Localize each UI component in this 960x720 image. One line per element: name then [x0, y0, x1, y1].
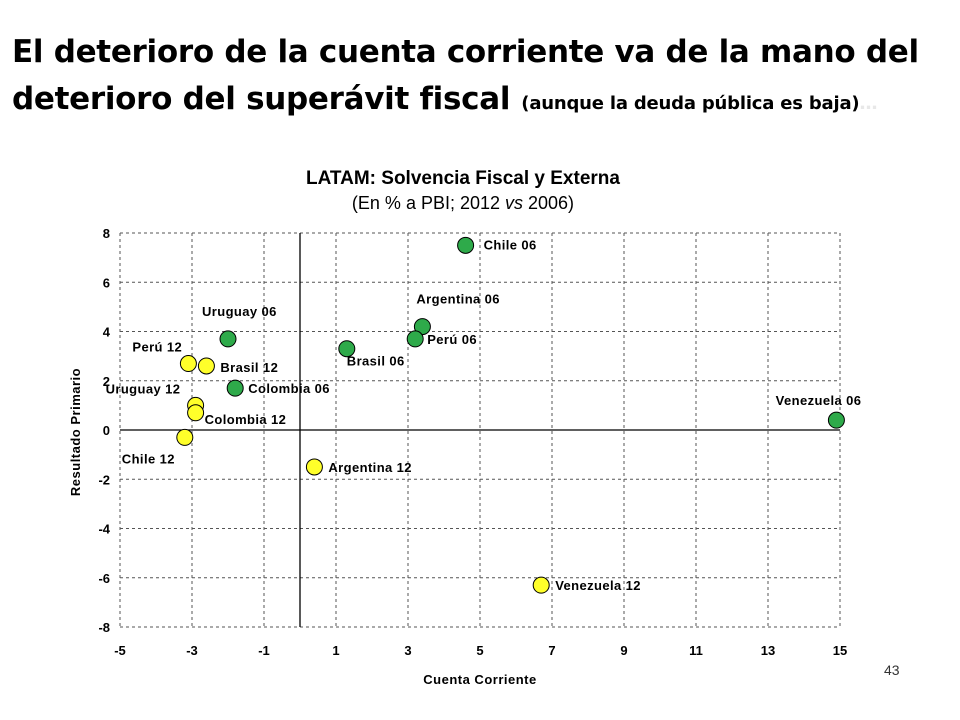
point-label-peru-06: Perú 06 [427, 332, 477, 347]
point-label-colombia-06: Colombia 06 [248, 381, 330, 396]
point-label-chile-06: Chile 06 [484, 237, 537, 252]
y-tick-label: 6 [103, 275, 110, 290]
x-tick-label: 15 [833, 643, 847, 658]
chart-title: LATAM: Solvencia Fiscal y Externa [306, 168, 620, 189]
x-tick-label: -3 [186, 643, 198, 658]
point-peru-12 [179, 355, 197, 373]
point-label-colombia-12: Colombia 12 [205, 412, 287, 427]
point-argentina-12 [305, 458, 323, 476]
point-label-uruguay-06: Uruguay 06 [202, 304, 277, 319]
point-label-brasil-12: Brasil 12 [220, 360, 278, 375]
point-chile-06 [457, 236, 475, 254]
x-axis-label: Cuenta Corriente [423, 672, 536, 687]
point-label-venezuela-06: Venezuela 06 [776, 393, 862, 408]
y-tick-label: -2 [98, 472, 110, 487]
x-tick-label: 1 [332, 643, 339, 658]
data-points: Chile 06 Argentina 06 Perú 06 Uruguay 06 Bra… [106, 236, 862, 594]
point-colombia-12 [187, 404, 205, 422]
slide-title-parenthetical: (aunque la deuda pública es baja) [521, 93, 860, 114]
x-tick-label: 3 [404, 643, 411, 658]
chart-subtitle: (En % a PBI; 2012 vs 2006) [352, 193, 574, 213]
point-label-venezuela-12: Venezuela 12 [555, 578, 641, 593]
point-chile-12 [176, 428, 194, 446]
y-tick-label: -8 [98, 620, 110, 635]
slide-title-line-2: deterioro del superávit fiscal [12, 81, 511, 117]
y-tick-label: 8 [103, 226, 110, 241]
point-venezuela-06 [827, 411, 845, 429]
point-uruguay-06 [219, 330, 237, 348]
x-tick-label: 7 [548, 643, 555, 658]
slide-number: 43 [884, 662, 900, 678]
point-label-chile-12: Chile 12 [122, 451, 175, 466]
point-brasil-06 [338, 340, 356, 358]
slide-title-ellipsis: … [859, 93, 878, 114]
x-tick-label: 5 [476, 643, 483, 658]
point-label-uruguay-12: Uruguay 12 [106, 381, 181, 396]
x-tick-label: -1 [258, 643, 270, 658]
point-label-peru-12: Perú 12 [132, 340, 182, 355]
point-venezuela-12 [532, 576, 550, 594]
x-tick-label: 9 [620, 643, 627, 658]
y-axis-label: Resultado Primario [68, 368, 83, 496]
x-tick-label: -5 [114, 643, 126, 658]
x-tick-label: 13 [761, 643, 775, 658]
point-peru-06 [406, 330, 424, 348]
point-brasil-12 [197, 357, 215, 375]
x-tick-label: 11 [689, 643, 703, 658]
y-tick-label: 0 [103, 423, 110, 438]
slide-title: El deterioro de la cuenta corriente va d… [12, 28, 952, 127]
point-label-brasil-06: Brasil 06 [347, 354, 405, 369]
point-label-argentina-06: Argentina 06 [416, 292, 500, 307]
slide-title-line-1: El deterioro de la cuenta corriente va d… [12, 34, 919, 70]
point-label-argentina-12: Argentina 12 [328, 460, 412, 475]
y-tick-label: -4 [98, 522, 110, 537]
y-tick-label: 2 [103, 374, 110, 389]
axes [120, 233, 840, 627]
y-tick-label: -6 [98, 571, 110, 586]
y-tick-label: 4 [103, 325, 111, 340]
point-colombia-06 [226, 379, 244, 397]
